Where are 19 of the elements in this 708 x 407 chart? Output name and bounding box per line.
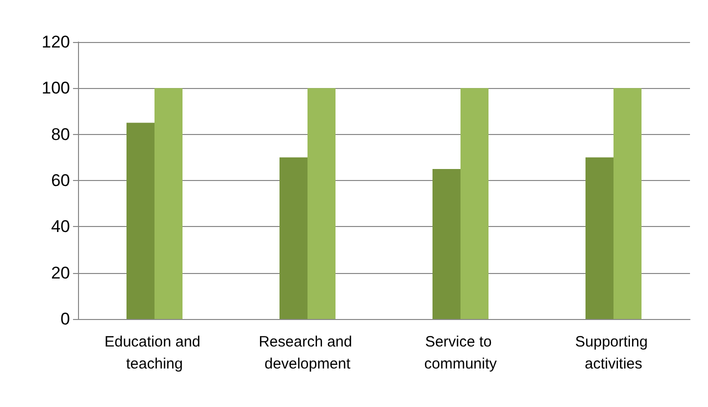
x-tick-label: Research and development	[258, 334, 356, 372]
bar	[280, 157, 308, 319]
x-tick-label: Service to community	[424, 334, 498, 372]
y-tick-label: 120	[42, 32, 70, 52]
y-tick-label: 80	[51, 124, 70, 144]
y-tick-label: 40	[51, 217, 70, 236]
bar	[432, 168, 460, 319]
bar	[614, 88, 642, 319]
bar	[154, 88, 182, 319]
y-tick-label: 60	[51, 171, 70, 190]
bar	[308, 88, 336, 319]
bar	[126, 122, 154, 319]
bar	[586, 157, 614, 319]
y-tick-label: 100	[42, 78, 70, 98]
x-tick-label: Education and teaching	[104, 334, 205, 372]
y-tick-label: 20	[51, 263, 70, 282]
bar	[460, 88, 488, 319]
x-tick-label: Supporting activities	[575, 334, 652, 372]
y-tick-label: 0	[60, 310, 70, 328]
